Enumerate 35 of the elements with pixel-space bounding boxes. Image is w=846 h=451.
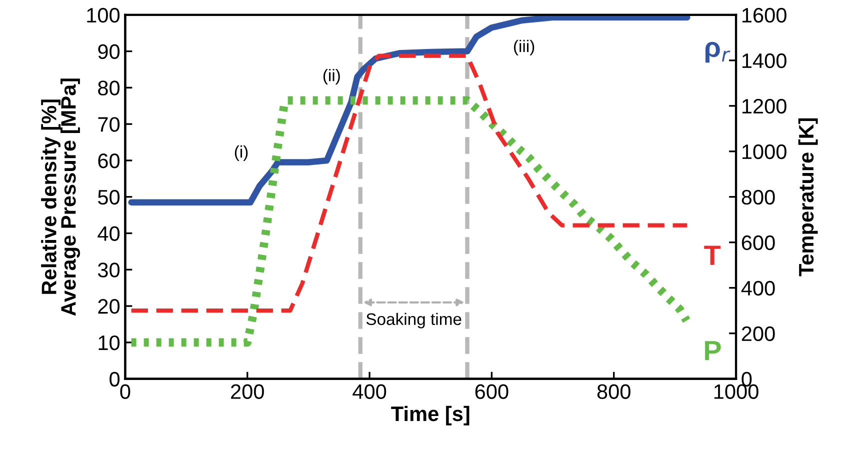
y-tick-label: 70 — [98, 117, 120, 132]
y-tick-label: 60 — [98, 153, 120, 168]
y2-tick-label: 1600 — [742, 8, 786, 23]
y2-tick-label: 600 — [742, 235, 775, 250]
annotation: Soaking time — [366, 312, 462, 328]
y-tick-label: 100 — [87, 8, 120, 23]
x-tick-label: 200 — [231, 384, 264, 400]
x-axis-title: Time [s] — [391, 406, 470, 426]
annotation: (ii) — [323, 68, 340, 85]
x-tick-label: 800 — [597, 384, 630, 400]
y-tick-label: 50 — [98, 190, 120, 205]
y-tick-label: 0 — [110, 372, 120, 387]
y-tick-label: 30 — [98, 262, 120, 278]
y2-tick-label: 800 — [742, 190, 775, 205]
y2-tick-label: 200 — [742, 326, 775, 342]
x-tick-label: 600 — [475, 384, 508, 400]
y2-axis-title: Temperature [K] — [798, 118, 818, 276]
y-tick-label: 90 — [98, 44, 120, 60]
y-tick-label: 10 — [98, 335, 120, 350]
y-tick-label: 20 — [98, 299, 120, 314]
y2-tick-label: 400 — [741, 280, 775, 296]
x-tick-label: 400 — [352, 384, 386, 400]
series-label: T — [704, 246, 720, 265]
y2-tick-label: 1400 — [742, 53, 786, 68]
y-axis-title: Relative density [%] Average Pressure [MPa] — [41, 78, 80, 316]
series-label: P — [705, 341, 721, 360]
x-tick-label: 0 — [120, 384, 130, 400]
y-tick-label: 80 — [98, 80, 120, 96]
annotation: (i) — [234, 145, 248, 161]
annotation: (iii) — [514, 40, 534, 56]
line-series — [129, 54, 690, 313]
series-label: ρ$_{r}$ — [705, 42, 730, 63]
y2-tick-label: 1200 — [742, 98, 786, 114]
y-tick-label: 40 — [98, 226, 120, 242]
y2-tick-label: 1000 — [742, 144, 786, 160]
